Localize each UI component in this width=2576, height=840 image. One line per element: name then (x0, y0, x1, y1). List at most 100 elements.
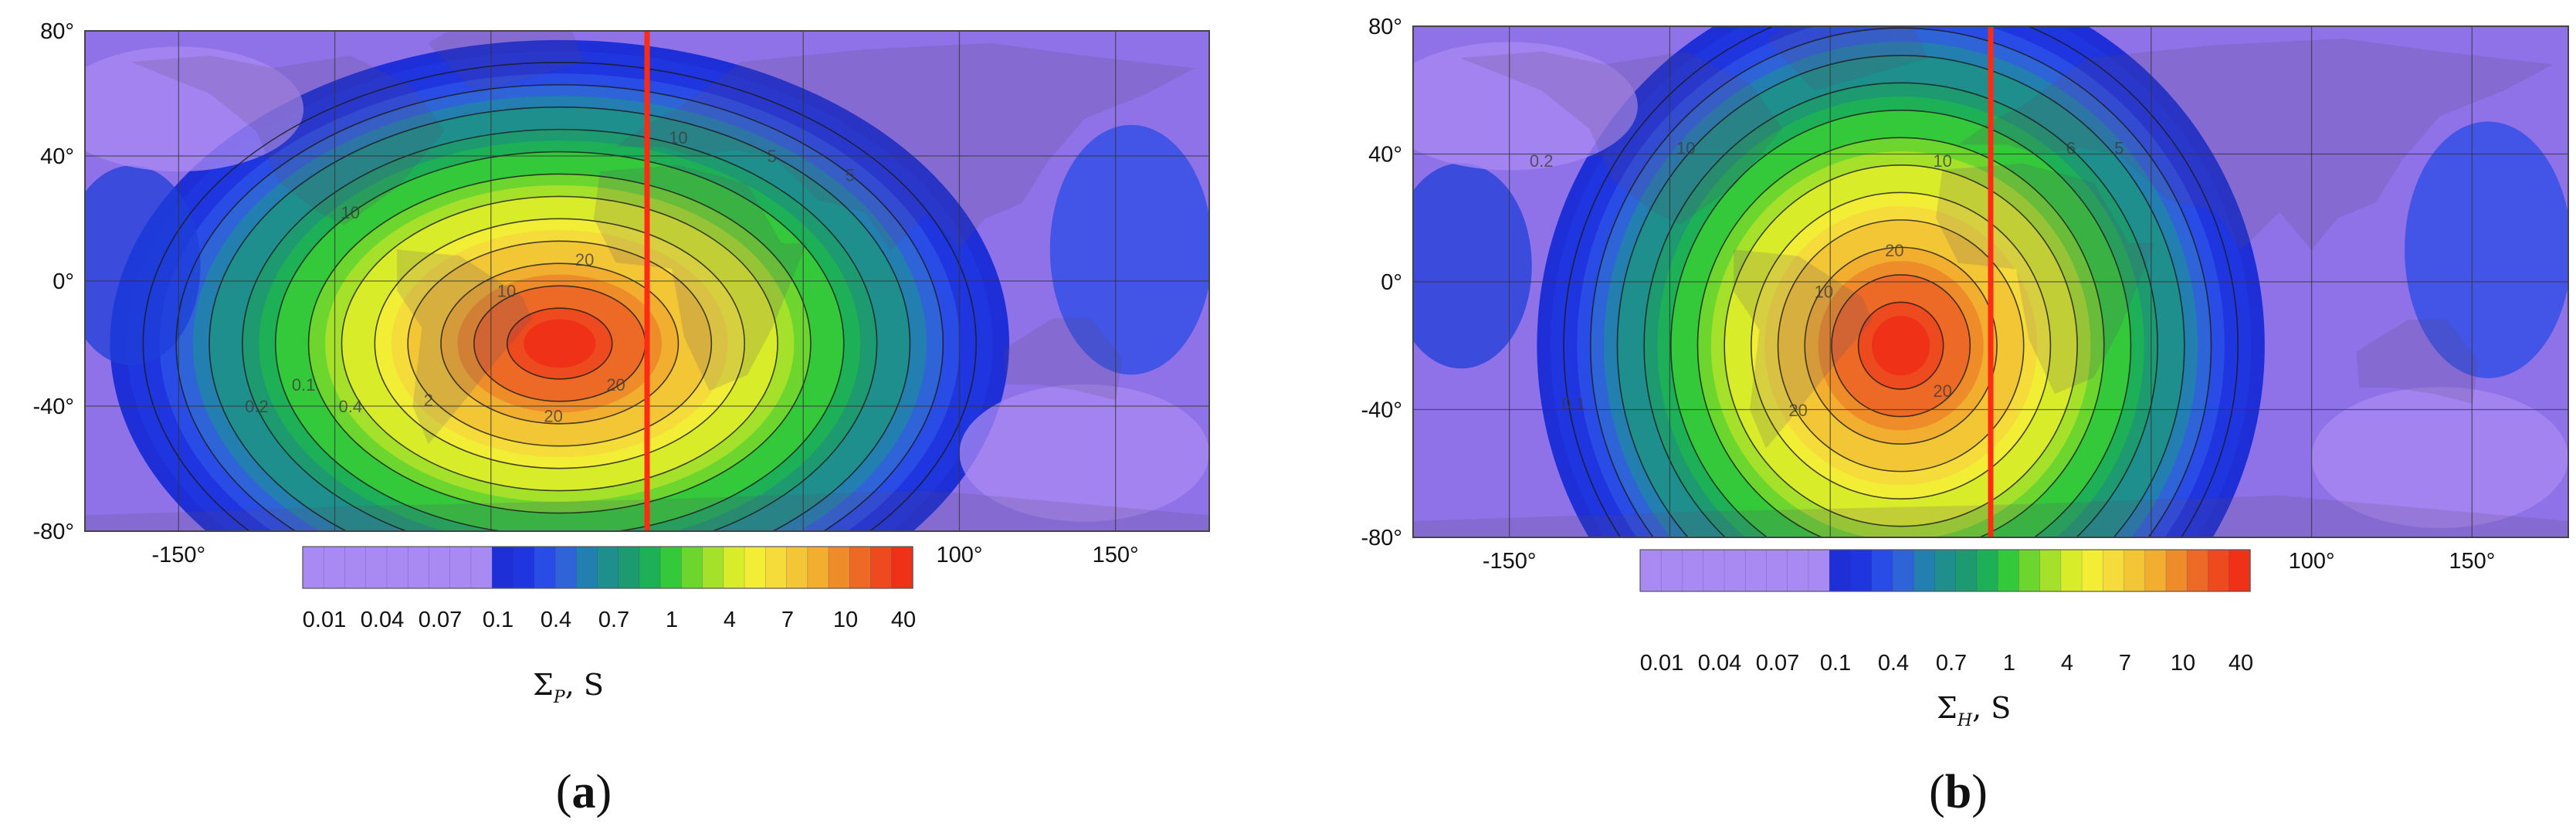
contour-line (242, 128, 878, 531)
colorbar-cell (1955, 549, 1978, 592)
y-tick-label: 40° (40, 144, 74, 169)
colorbar-title-b: ΣH, S (1937, 691, 2011, 730)
colorbar-tick-label: 0.04 (361, 608, 404, 632)
field-night-lobe (85, 165, 201, 366)
colorbar-tick-label: 0.7 (1936, 651, 1967, 676)
contour-line (341, 195, 778, 492)
colorbar-b (1639, 549, 2251, 592)
colorbar-cell (2208, 549, 2230, 592)
panel-a: 80°40°0°-40°-80° -150°-100°-50°0°50°100°… (32, 19, 1210, 818)
colorbar-cell (828, 546, 851, 589)
colorbar-tick-label: 0.7 (598, 608, 629, 632)
x-tick-label: 100° (2289, 549, 2335, 574)
y-tick-label: 80° (1368, 15, 1402, 39)
colorbar-cell (2039, 549, 2062, 592)
colorbar-cell (639, 546, 661, 589)
contour-lines-a (142, 62, 977, 531)
contour-value-label: 10 (341, 203, 360, 222)
colorbar-cell (2144, 549, 2167, 592)
contour-line (440, 262, 680, 425)
continents-a (85, 31, 1209, 531)
contour-value-label: 20 (544, 406, 562, 425)
contour-line (1751, 191, 2052, 500)
colorbar-tick-label: 0.1 (483, 608, 514, 632)
colorbar-cell (323, 546, 346, 589)
colorbar-cell (1660, 549, 1683, 592)
colorbar-cell (386, 546, 409, 589)
contour-value-label: 6 (2066, 139, 2076, 158)
field-night-lobe (2311, 387, 2568, 528)
colorbar-cell (365, 546, 388, 589)
contour-value-label: 10 (669, 128, 687, 147)
contour-value-label: 0.2 (245, 397, 269, 416)
colorbar-cell (618, 546, 640, 589)
colorbar-cell (302, 546, 325, 589)
contour-value-label: 20 (1933, 381, 1951, 401)
colorbar-cell (1744, 549, 1768, 592)
contour-value-label: 5 (846, 165, 855, 185)
contour-line (275, 151, 845, 531)
map-b-frame (1412, 25, 2569, 538)
contour-line (1590, 27, 2212, 537)
contour-value-label: 0.4 (338, 397, 362, 416)
panel-label-b: (b) (1929, 766, 1988, 818)
colorbar-cell (534, 546, 556, 589)
map-b (1413, 26, 2568, 537)
continent-shape (1461, 51, 1783, 225)
contour-line (1857, 301, 1944, 390)
colorbar-tick-label: 0.4 (1878, 651, 1909, 676)
colorbar-tick-label: 0.4 (541, 608, 571, 632)
colorbar-cell (681, 546, 703, 589)
contour-value-label: 20 (1788, 401, 1807, 420)
contour-line (1616, 55, 2185, 537)
contour-value-label: 20 (575, 250, 594, 269)
y-tick-label: -40° (32, 395, 74, 419)
contour-line (1643, 82, 2158, 537)
colorbar-cell (1639, 549, 1663, 592)
continent-shape (1764, 26, 1927, 91)
colorbar-tick-label: 10 (2171, 651, 2195, 676)
colorbar-frame (302, 546, 913, 589)
colorbar-cell (702, 546, 724, 589)
colorbar-cell (870, 546, 893, 589)
contour-line (175, 84, 944, 531)
contour-value-label: 10 (1815, 283, 1833, 302)
contour-line (407, 240, 713, 447)
colorbar-cell (744, 546, 767, 589)
colorbar-tick-label: 7 (781, 608, 794, 632)
contour-line (1724, 164, 2078, 527)
x-tick-label: 150° (1093, 543, 1139, 567)
field-night-lobe (2405, 121, 2568, 378)
colorbar-frame (1639, 549, 2251, 592)
colorbar-cell (449, 546, 472, 589)
contour-lines-b (1563, 26, 2239, 537)
colorbar-cell (407, 546, 430, 589)
colorbar-cell (1724, 549, 1747, 592)
x-tick-label: -150° (1483, 549, 1537, 574)
contour-value-label: 20 (606, 375, 625, 395)
contour-value-label: 10 (1676, 139, 1695, 158)
colorbar-cell (786, 546, 808, 589)
y-tick-label: -80° (1361, 526, 1402, 550)
colorbar-cell (597, 546, 619, 589)
colorbar-cell (2124, 549, 2146, 592)
colorbar-cell (554, 546, 577, 589)
colorbar-cell (1787, 549, 1809, 592)
colorbar-tick-label: 1 (2003, 651, 2015, 676)
colorbar-tick-label: 0.04 (1698, 651, 1741, 676)
contour-value-label: 0.2 (1530, 151, 1554, 171)
colorbar-cell (344, 546, 367, 589)
y-tick-label: 0° (1381, 270, 1402, 295)
colorbar-cell (2081, 549, 2104, 592)
colorbar-tick-label: 4 (2061, 651, 2073, 676)
map-a (85, 31, 1209, 531)
panel-label-a: (a) (556, 766, 612, 818)
field-night-lobe (85, 46, 304, 172)
colorbar-cell (891, 546, 913, 589)
y-tick-label: 80° (40, 19, 74, 44)
continent-shape (1957, 38, 2554, 251)
colorbar-tick-label: 0.01 (1640, 651, 1683, 676)
colorbar-cell (2103, 549, 2125, 592)
field-night-lobe (1413, 163, 1532, 369)
y-tick-label: -40° (1361, 398, 1402, 423)
